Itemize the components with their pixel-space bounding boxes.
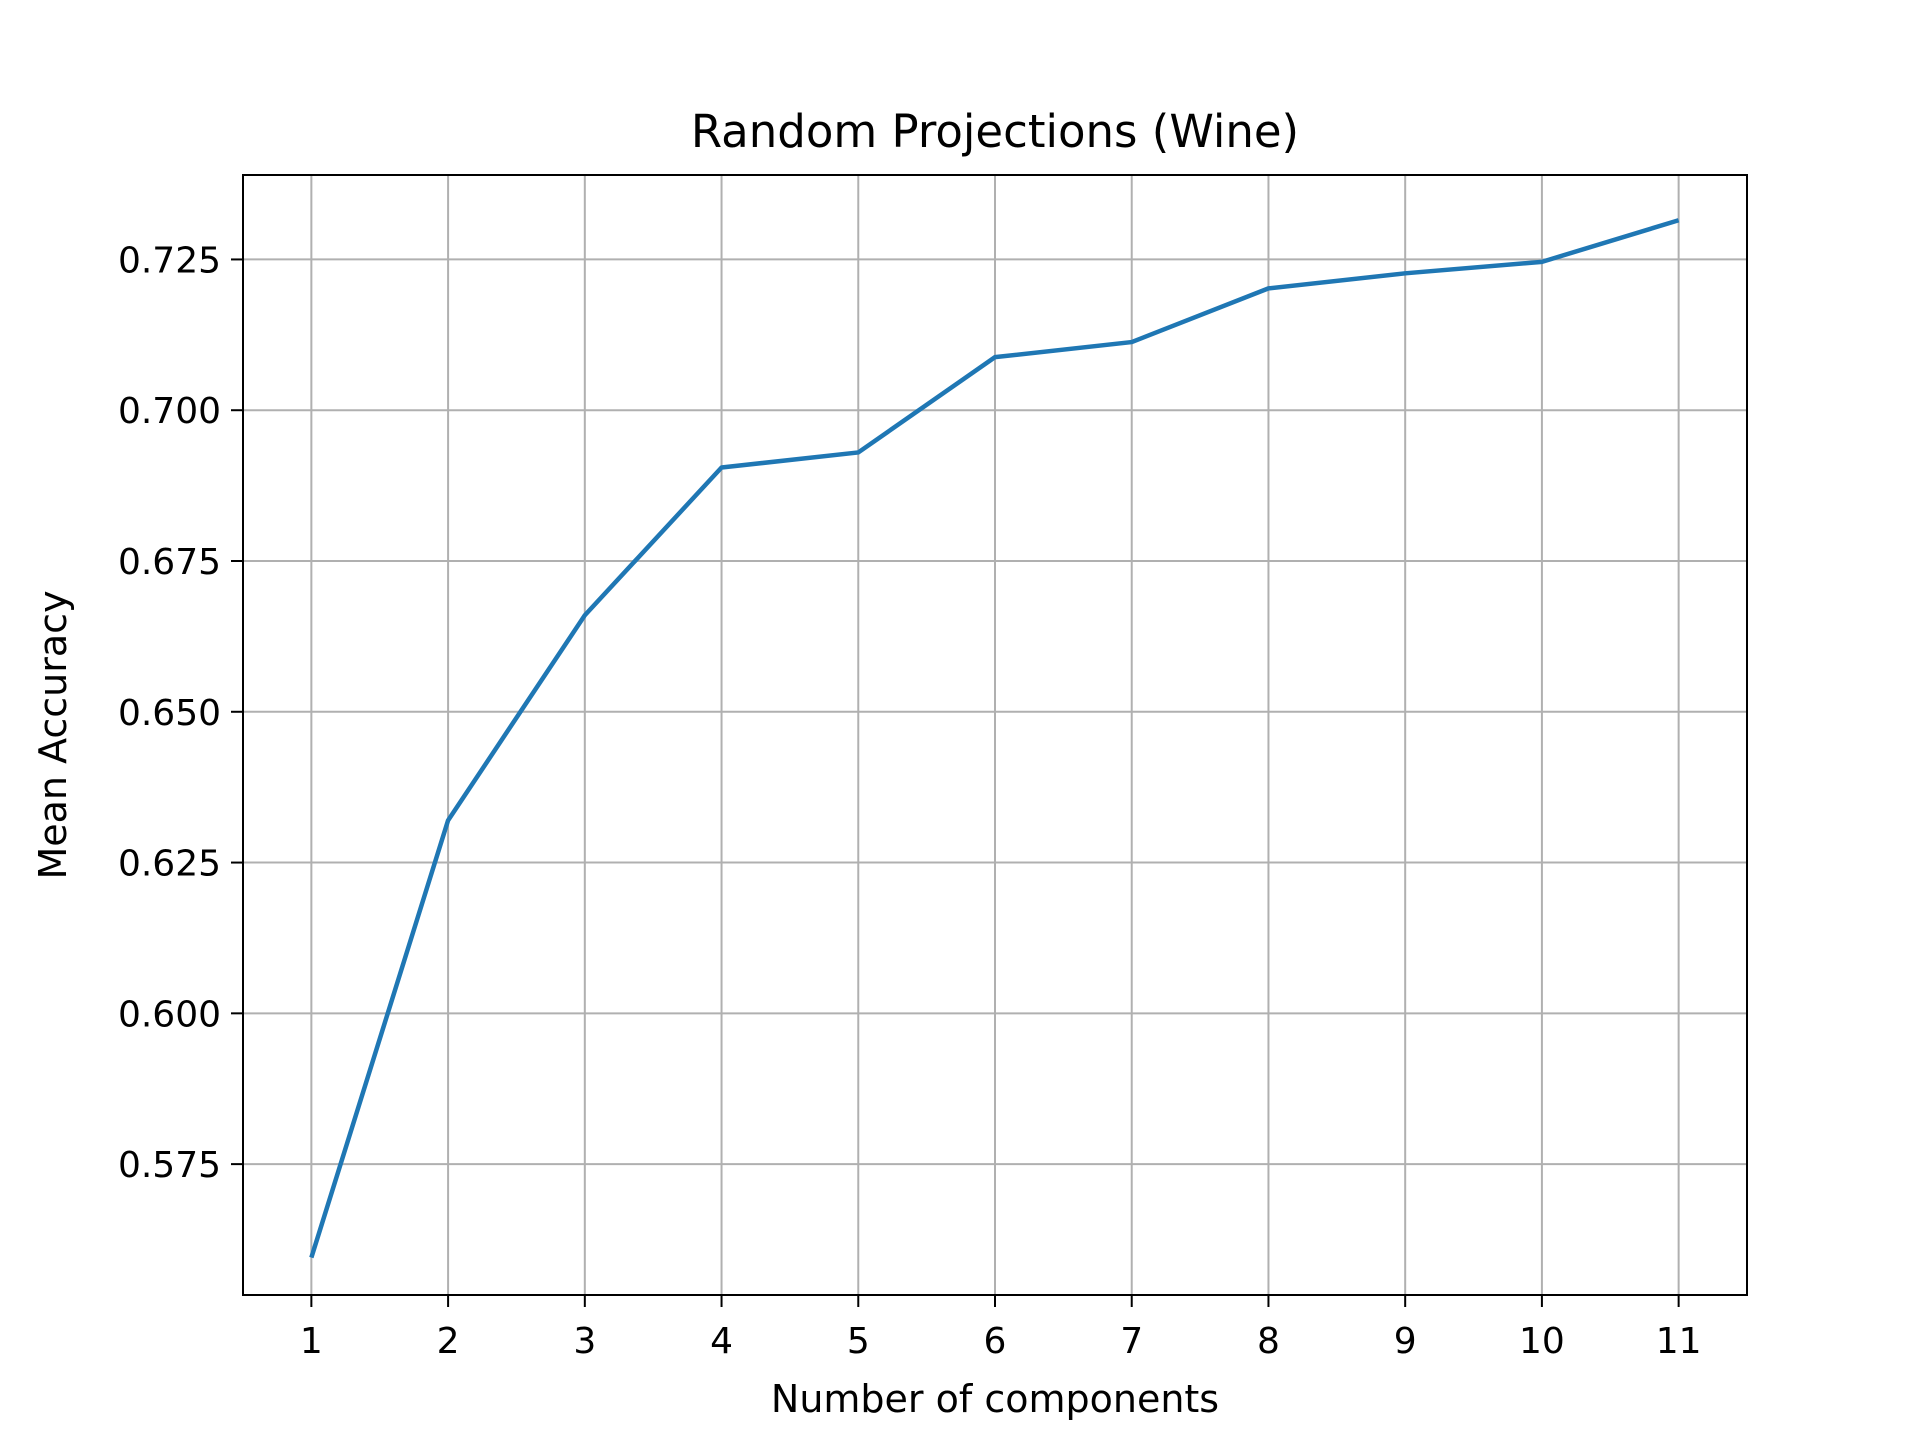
y-tick-label: 0.650 bbox=[118, 693, 221, 734]
y-tick-label: 0.675 bbox=[118, 542, 221, 583]
x-tick-label: 10 bbox=[1519, 1321, 1565, 1362]
x-tick-label: 7 bbox=[1120, 1321, 1143, 1362]
grid bbox=[243, 175, 1747, 1295]
ticks: 1 2 3 4 5 6 7 8 9 10 11 0.575 0.600 0.625 0.650 0.675 0.… bbox=[118, 240, 1702, 1362]
y-tick-label: 0.700 bbox=[118, 391, 221, 432]
y-tick-label: 0.725 bbox=[118, 240, 221, 281]
x-axis-label: Number of components bbox=[771, 1377, 1219, 1421]
x-tick-label: 3 bbox=[573, 1321, 596, 1362]
chart-title: Random Projections (Wine) bbox=[691, 105, 1299, 158]
x-tick-label: 6 bbox=[984, 1321, 1007, 1362]
x-tick-label: 4 bbox=[710, 1321, 733, 1362]
series-layer bbox=[309, 218, 1680, 1259]
y-tick-label: 0.575 bbox=[118, 1145, 221, 1186]
y-axis-label: Mean Accuracy bbox=[31, 590, 75, 879]
x-tick-label: 5 bbox=[847, 1321, 870, 1362]
x-tick-label: 2 bbox=[437, 1321, 460, 1362]
x-tick-label: 11 bbox=[1656, 1321, 1702, 1362]
x-tick-label: 1 bbox=[300, 1321, 323, 1362]
x-tick-label: 9 bbox=[1394, 1321, 1417, 1362]
y-tick-label: 0.600 bbox=[118, 994, 221, 1035]
x-tick-label: 8 bbox=[1257, 1321, 1280, 1362]
y-tick-label: 0.625 bbox=[118, 844, 221, 885]
